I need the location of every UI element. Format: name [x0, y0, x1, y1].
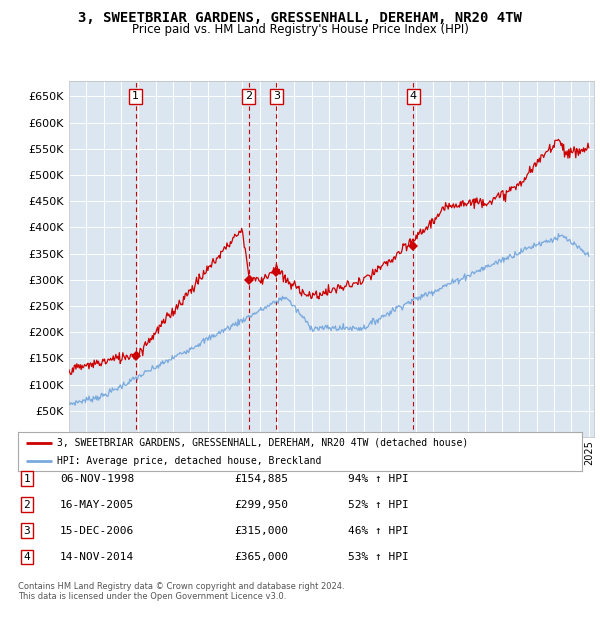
Text: 3, SWEETBRIAR GARDENS, GRESSENHALL, DEREHAM, NR20 4TW: 3, SWEETBRIAR GARDENS, GRESSENHALL, DERE… — [78, 11, 522, 25]
Text: £315,000: £315,000 — [234, 526, 288, 536]
Text: 3: 3 — [273, 91, 280, 101]
Text: Contains HM Land Registry data © Crown copyright and database right 2024.
This d: Contains HM Land Registry data © Crown c… — [18, 582, 344, 601]
Text: 1: 1 — [23, 474, 31, 484]
Text: 3, SWEETBRIAR GARDENS, GRESSENHALL, DEREHAM, NR20 4TW (detached house): 3, SWEETBRIAR GARDENS, GRESSENHALL, DERE… — [58, 438, 469, 448]
Text: 06-NOV-1998: 06-NOV-1998 — [60, 474, 134, 484]
Text: 1: 1 — [132, 91, 139, 101]
Text: 53% ↑ HPI: 53% ↑ HPI — [348, 552, 409, 562]
Text: 4: 4 — [410, 91, 417, 101]
Text: HPI: Average price, detached house, Breckland: HPI: Average price, detached house, Brec… — [58, 456, 322, 466]
Text: 94% ↑ HPI: 94% ↑ HPI — [348, 474, 409, 484]
Text: 2: 2 — [245, 91, 252, 101]
Text: 2: 2 — [23, 500, 31, 510]
Text: 15-DEC-2006: 15-DEC-2006 — [60, 526, 134, 536]
Text: 46% ↑ HPI: 46% ↑ HPI — [348, 526, 409, 536]
Text: 3: 3 — [23, 526, 31, 536]
Text: 52% ↑ HPI: 52% ↑ HPI — [348, 500, 409, 510]
Text: 16-MAY-2005: 16-MAY-2005 — [60, 500, 134, 510]
Text: 14-NOV-2014: 14-NOV-2014 — [60, 552, 134, 562]
Text: £299,950: £299,950 — [234, 500, 288, 510]
Text: £154,885: £154,885 — [234, 474, 288, 484]
Text: £365,000: £365,000 — [234, 552, 288, 562]
Text: Price paid vs. HM Land Registry's House Price Index (HPI): Price paid vs. HM Land Registry's House … — [131, 23, 469, 36]
Text: 4: 4 — [23, 552, 31, 562]
